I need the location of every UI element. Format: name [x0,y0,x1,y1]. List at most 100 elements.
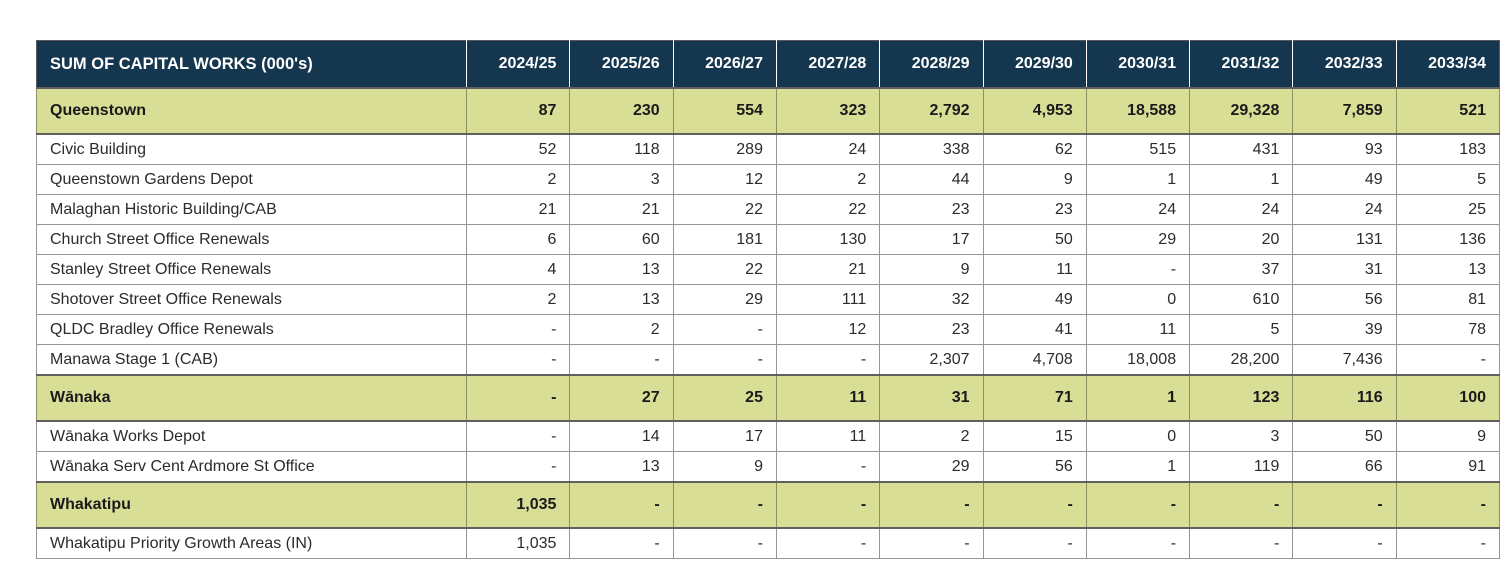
value-cell: 18,008 [1085,344,1191,376]
value-cell: 56 [1292,284,1397,315]
value-cell: 52 [466,133,571,165]
detail-row: Shotover Street Office Renewals 2 13 29 111 3… [35,284,1501,315]
year-header: 2032/33 [1292,40,1397,89]
year-header: 2030/31 [1086,40,1191,89]
value-cell: 17 [879,224,984,255]
detail-row: Malaghan Historic Building/CAB 21 21 22 22 23… [35,194,1501,225]
value-cell: - [672,527,777,559]
value-cell: 20 [1189,224,1294,255]
value-cell: - [1395,527,1501,559]
value-cell: 13 [569,284,674,315]
value-cell: 6 [466,224,571,255]
value-cell: - [1085,527,1191,559]
value-cell: - [466,374,571,422]
value-cell: 1 [1085,451,1191,483]
value-cell: 56 [982,451,1087,483]
row-label: Wānaka Serv Cent Ardmore St Office [35,451,468,483]
value-cell: 1 [1189,164,1294,195]
value-cell: 25 [1395,194,1501,225]
value-cell: 17 [672,420,777,452]
year-header: 2031/32 [1189,40,1294,89]
year-header: 2026/27 [673,40,777,89]
capital-works-table: SUM OF CAPITAL WORKS (000's) 2024/25 2025/… [35,40,1501,559]
capital-works-table-container: SUM OF CAPITAL WORKS (000's) 2024/25 2025/… [35,40,1501,559]
section-row: Wānaka -27 25 11 31 71 1 123 116 100 [35,374,1501,422]
value-cell: 2,792 [879,87,984,135]
row-label: Shotover Street Office Renewals [35,284,468,315]
value-cell: - [466,420,571,452]
value-cell: 49 [982,284,1087,315]
value-cell: 39 [1292,314,1397,345]
value-cell: 21 [466,194,571,225]
header-row: SUM OF CAPITAL WORKS (000's) 2024/25 2025/… [36,40,1500,89]
value-cell: - [879,481,984,529]
value-cell: 0 [1085,284,1191,315]
value-cell: 25 [672,374,777,422]
row-label: Queenstown [35,87,468,135]
value-cell: 7,859 [1292,87,1397,135]
value-cell: 21 [775,254,881,285]
value-cell: 41 [982,314,1087,345]
value-cell: - [569,481,674,529]
value-cell: 323 [775,87,881,135]
value-cell: - [1292,481,1397,529]
section-row: Queenstown 87 230 554 323 2,792 4,953 18,588 29,… [35,87,1501,135]
value-cell: - [982,527,1087,559]
value-cell: - [1395,481,1501,529]
year-header: 2025/26 [569,40,674,89]
value-cell: 62 [982,133,1087,165]
value-cell: 78 [1395,314,1501,345]
value-cell: 21 [569,194,674,225]
value-cell: 1 [1085,164,1191,195]
value-cell: 15 [982,420,1087,452]
value-cell: - [672,481,777,529]
detail-row: Stanley Street Office Renewals 4 13 22 21 9 11… [35,254,1501,285]
value-cell: 4,953 [982,87,1087,135]
row-label: Wānaka [35,374,468,422]
value-cell: 183 [1395,133,1501,165]
value-cell: 13 [1395,254,1501,285]
year-header: 2033/34 [1396,40,1500,89]
value-cell: - [1189,481,1294,529]
value-cell: 29,328 [1189,87,1294,135]
value-cell: 32 [879,284,984,315]
value-cell: 9 [879,254,984,285]
row-label: Manawa Stage 1 (CAB) [35,344,468,376]
value-cell: 11 [1085,314,1191,345]
value-cell: 2 [775,164,881,195]
value-cell: 37 [1189,254,1294,285]
value-cell: 3 [569,164,674,195]
value-cell: 2,307 [879,344,984,376]
value-cell: - [569,527,674,559]
value-cell: 13 [569,254,674,285]
row-label: QLDC Bradley Office Renewals [35,314,468,345]
value-cell: 93 [1292,133,1397,165]
detail-row: Manawa Stage 1 (CAB) - - - -2,307 4,708 18,008… [35,344,1501,376]
value-cell: 230 [569,87,674,135]
value-cell: - [775,344,881,376]
row-label: Whakatipu [35,481,468,529]
value-cell: 9 [672,451,777,483]
value-cell: 23 [982,194,1087,225]
value-cell: 1 [1085,374,1191,422]
value-cell: 31 [879,374,984,422]
value-cell: 431 [1189,133,1294,165]
detail-row: QLDC Bradley Office Renewals -2-12 23 41 11 5… [35,314,1501,345]
detail-row: Church Street Office Renewals 6 60 181 130 17… [35,224,1501,255]
value-cell: 31 [1292,254,1397,285]
value-cell: 28,200 [1189,344,1294,376]
value-cell: 7,436 [1292,344,1397,376]
value-cell: - [1292,527,1397,559]
value-cell: 11 [775,374,881,422]
row-label: Stanley Street Office Renewals [35,254,468,285]
value-cell: 24 [1292,194,1397,225]
value-cell: 2 [466,164,571,195]
row-label: Queenstown Gardens Depot [35,164,468,195]
value-cell: 4,708 [982,344,1087,376]
value-cell: 2 [569,314,674,345]
value-cell: 71 [982,374,1087,422]
value-cell: 23 [879,194,984,225]
value-cell: 50 [982,224,1087,255]
value-cell: 29 [672,284,777,315]
value-cell: 22 [775,194,881,225]
